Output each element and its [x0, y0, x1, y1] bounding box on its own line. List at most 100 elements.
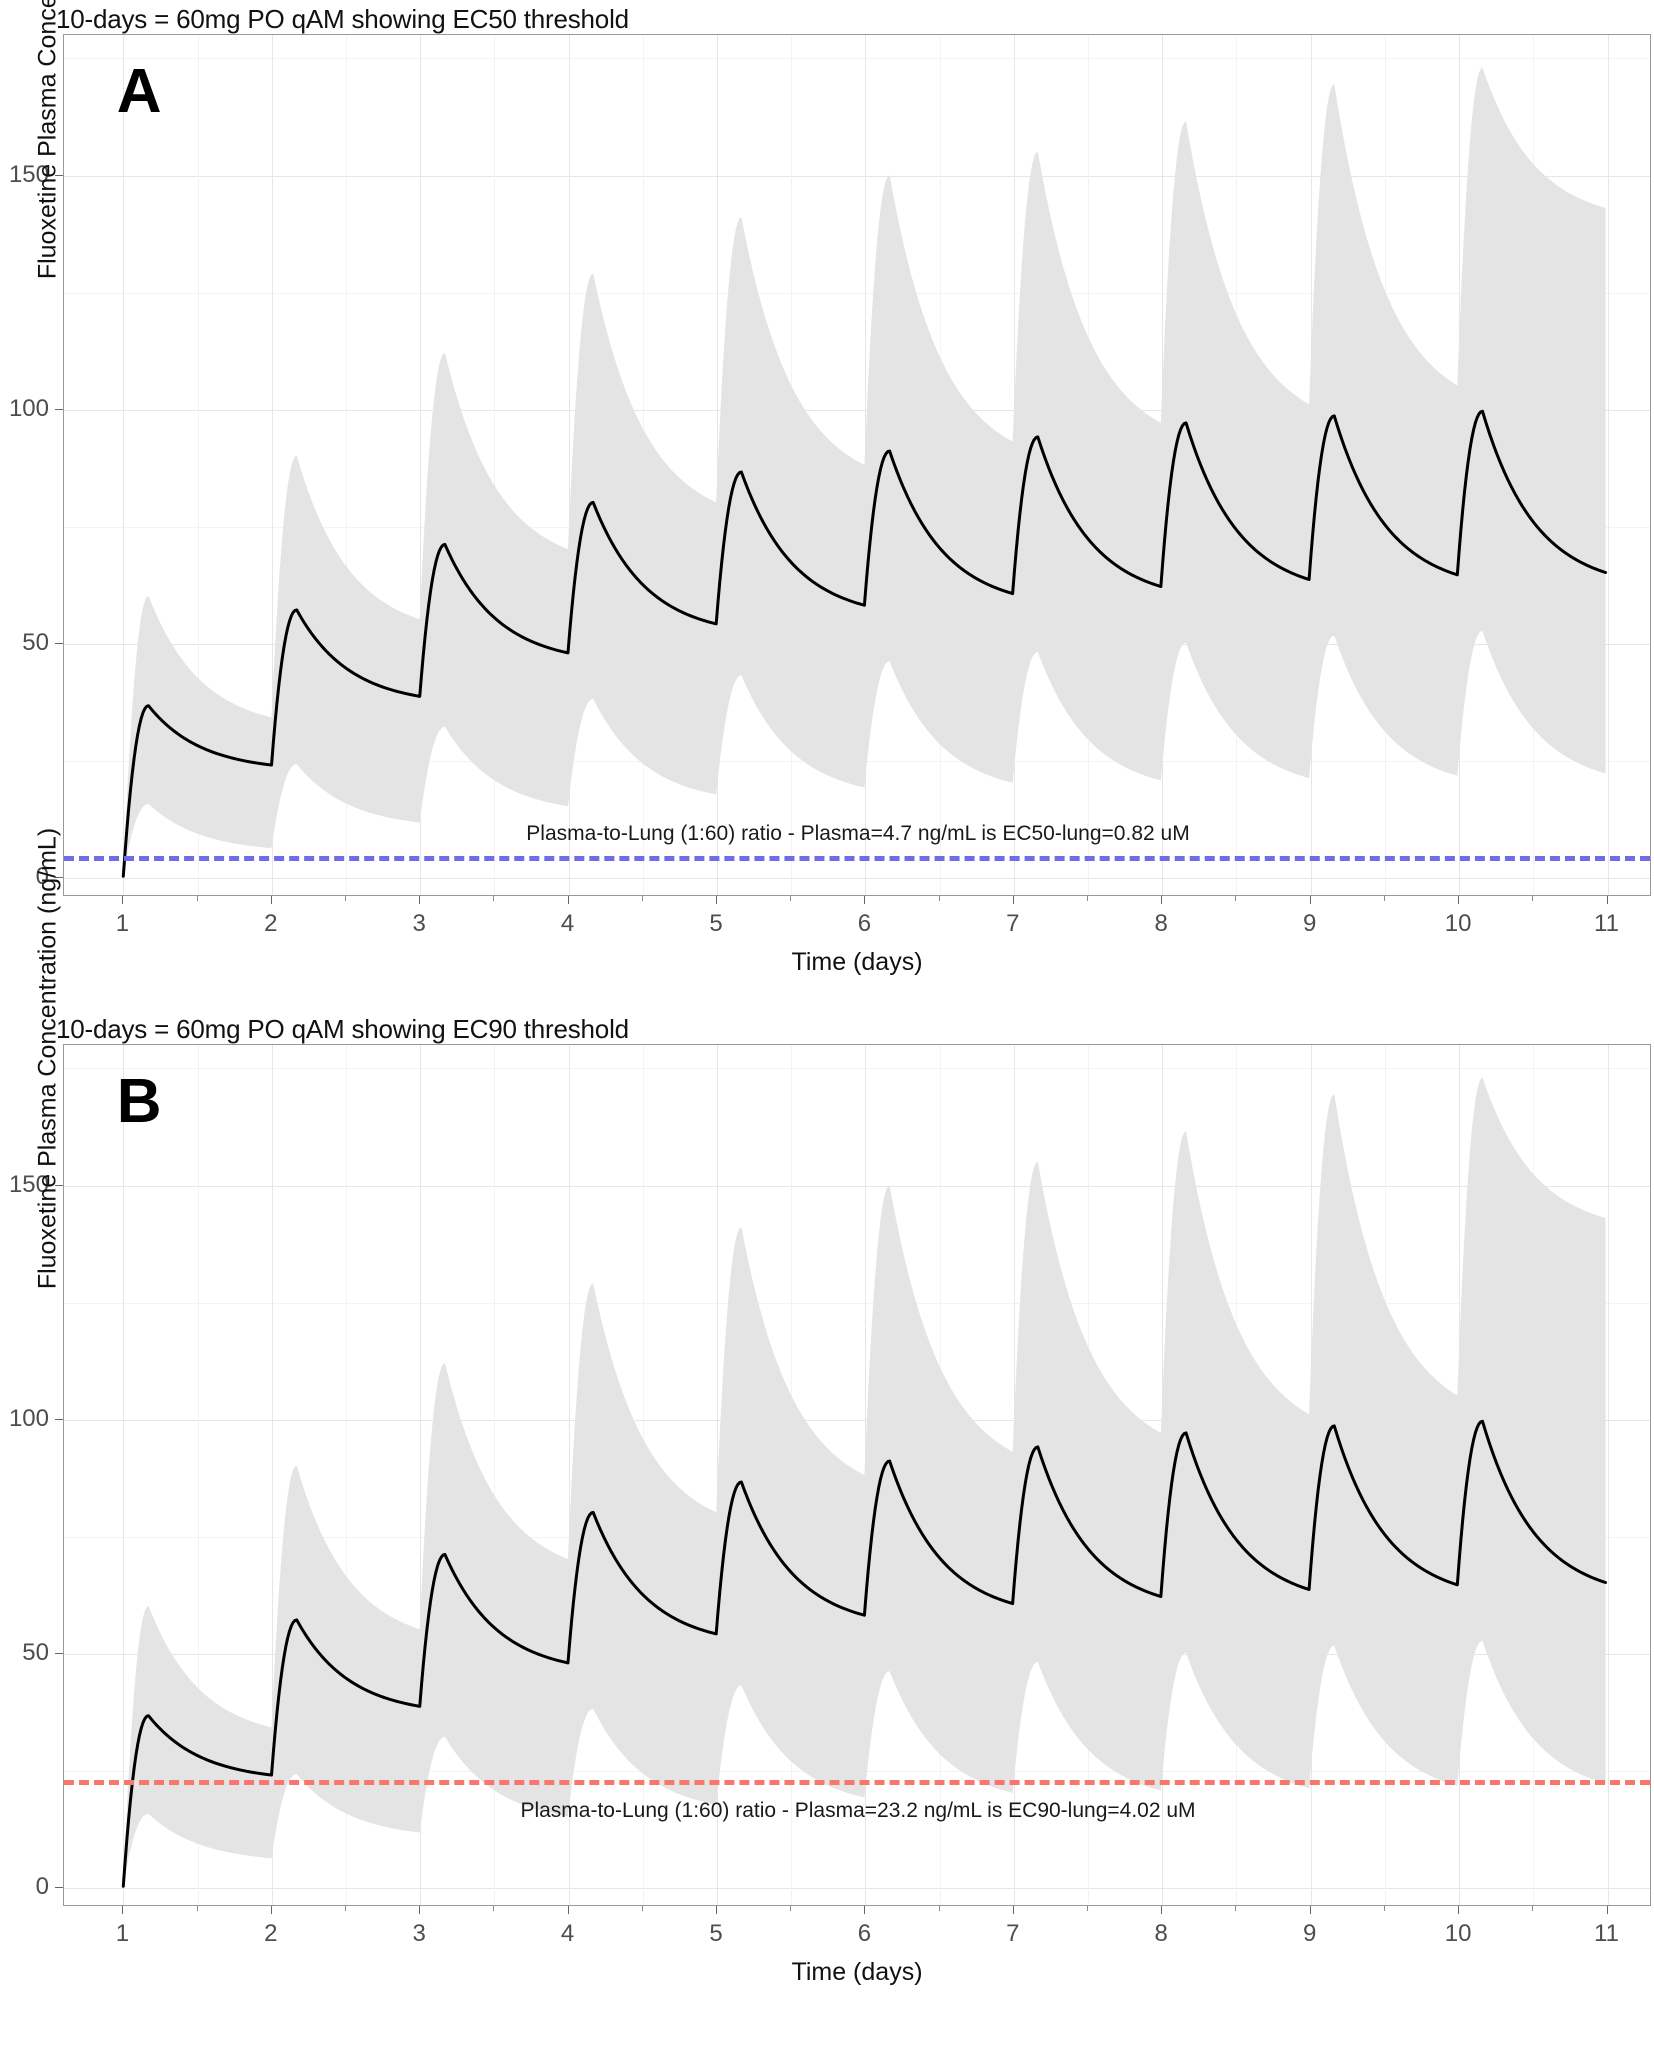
x-tick-mark-minor — [345, 896, 346, 901]
median-concentration-line — [121, 1419, 1608, 1888]
gridline-y-major — [64, 1185, 1650, 1187]
x-tick-label: 2 — [264, 1920, 278, 1947]
panel-a-plot-area: A Plasma-to-Lung (1:60) ratio - Plasma=4.… — [63, 34, 1651, 896]
gridline-x-major — [420, 1045, 422, 1905]
prediction-interval-ribbon — [123, 67, 1606, 877]
x-tick-label: 10 — [1444, 1920, 1472, 1947]
panel-a-title: 10-days = 60mg PO qAM showing EC50 thres… — [56, 4, 629, 34]
gridline-x-major — [717, 1045, 718, 1905]
y-tick-label: 50 — [22, 1639, 49, 1666]
threshold-line — [64, 1779, 1650, 1785]
y-tick-label: 150 — [8, 1170, 49, 1198]
threshold-label: Plasma-to-Lung (1:60) ratio - Plasma=23.… — [520, 1798, 1196, 1822]
x-tick-mark-minor — [1383, 1906, 1385, 1911]
x-tick-label: 6 — [857, 1920, 872, 1947]
x-tick-label: 4 — [560, 910, 575, 937]
x-tick-mark — [1309, 1906, 1311, 1914]
gridline-y-major — [64, 409, 1650, 411]
gridline-x-minor — [494, 35, 496, 895]
y-tick-mark — [55, 1887, 63, 1889]
panel-a: 10-days = 60mg PO qAM showing EC50 thres… — [0, 0, 1654, 1010]
x-tick-mark — [1606, 1906, 1608, 1914]
x-tick-mark-minor — [1383, 896, 1385, 901]
x-tick-mark — [1161, 896, 1163, 904]
x-tick-mark — [1458, 1906, 1460, 1914]
gridline-x-minor — [494, 1045, 496, 1905]
y-tick-mark — [55, 174, 63, 176]
y-tick-mark — [55, 877, 63, 879]
x-tick-mark-minor — [938, 896, 940, 901]
x-tick-mark-minor — [641, 1906, 643, 1911]
panel-a-x-ticks: 1 2 3 4 5 6 7 8 9 10 11 — [63, 896, 1651, 956]
x-tick-mark — [1458, 896, 1460, 904]
panel-a-x-axis-title: Time (days) — [791, 948, 923, 976]
gridline-x-minor — [197, 1045, 199, 1905]
gridline-y-minor — [64, 58, 1650, 60]
x-tick-label: 1 — [115, 910, 130, 937]
x-tick-label: 11 — [1594, 1920, 1619, 1947]
x-tick-label: 7 — [1006, 910, 1020, 937]
x-tick-label: 5 — [709, 910, 723, 937]
x-tick-label: 4 — [560, 1920, 575, 1947]
x-tick-mark-minor — [196, 896, 198, 901]
panel-b-x-axis-title: Time (days) — [791, 1958, 923, 1986]
gridline-x-major — [271, 35, 273, 895]
y-tick-mark — [55, 408, 63, 410]
gridline-x-major — [568, 35, 570, 895]
gridline-x-major — [1607, 35, 1609, 895]
gridline-x-major — [271, 1045, 273, 1905]
panel-a-y-axis-title: Fluoxetine Plasma Concentration (ng/mL) — [33, 0, 62, 280]
gridline-y-major — [64, 1888, 1650, 1890]
x-tick-label: 3 — [412, 1920, 426, 1947]
x-tick-mark — [864, 896, 866, 904]
x-tick-mark-minor — [493, 1906, 495, 1911]
gridline-x-minor — [197, 35, 199, 895]
threshold-line — [64, 856, 1650, 862]
gridline-y-major — [64, 175, 1650, 177]
x-tick-label: 7 — [1006, 1920, 1020, 1947]
x-tick-mark-minor — [1235, 1906, 1237, 1911]
threshold-label: Plasma-to-Lung (1:60) ratio - Plasma=4.7… — [526, 821, 1190, 845]
x-tick-mark — [270, 896, 272, 904]
gridline-y-minor — [64, 1068, 1650, 1070]
y-tick-label: 150 — [8, 160, 49, 188]
x-tick-mark-minor — [938, 1906, 940, 1911]
x-tick-mark — [716, 896, 717, 904]
y-tick-mark — [55, 1184, 63, 1186]
gridline-x-major — [420, 35, 422, 895]
x-tick-label: 11 — [1594, 910, 1619, 937]
panel-b-x-ticks: 1 2 3 4 5 6 7 8 9 10 11 — [63, 1906, 1651, 1966]
x-tick-label: 9 — [1303, 1920, 1317, 1947]
x-tick-mark — [1606, 896, 1608, 904]
x-tick-mark-minor — [641, 896, 643, 901]
y-tick-label: 100 — [8, 1404, 49, 1432]
y-tick-label: 0 — [35, 1873, 49, 1901]
gridline-x-major — [717, 35, 718, 895]
gridline-x-major — [1607, 1045, 1609, 1905]
x-tick-mark-minor — [1532, 896, 1534, 901]
gridline-y-minor — [64, 1302, 1650, 1304]
gridline-y-major — [64, 1419, 1650, 1421]
y-tick-mark — [55, 643, 63, 644]
x-tick-label: 8 — [1154, 910, 1168, 937]
chart-data-layer — [121, 1077, 1608, 1888]
x-tick-mark-minor — [1087, 1906, 1088, 1911]
median-concentration-line — [121, 409, 1608, 878]
x-tick-label: 3 — [412, 910, 426, 937]
gridline-x-major — [568, 1045, 570, 1905]
x-tick-label: 8 — [1154, 1920, 1168, 1947]
y-tick-mark — [55, 1653, 63, 1654]
y-tick-label: 0 — [35, 863, 49, 891]
x-tick-label: 2 — [264, 910, 278, 937]
x-tick-mark — [122, 896, 124, 904]
x-tick-mark-minor — [1235, 896, 1237, 901]
x-tick-mark — [1309, 896, 1311, 904]
gridline-y-minor — [64, 292, 1650, 294]
prediction-interval-ribbon — [123, 1077, 1606, 1887]
x-tick-mark — [419, 1906, 421, 1914]
x-tick-mark — [419, 896, 421, 904]
x-tick-mark-minor — [1087, 896, 1088, 901]
x-tick-mark-minor — [345, 1906, 346, 1911]
panel-b-y-axis-title: Fluoxetine Plasma Concentration (ng/mL) — [33, 827, 62, 1290]
